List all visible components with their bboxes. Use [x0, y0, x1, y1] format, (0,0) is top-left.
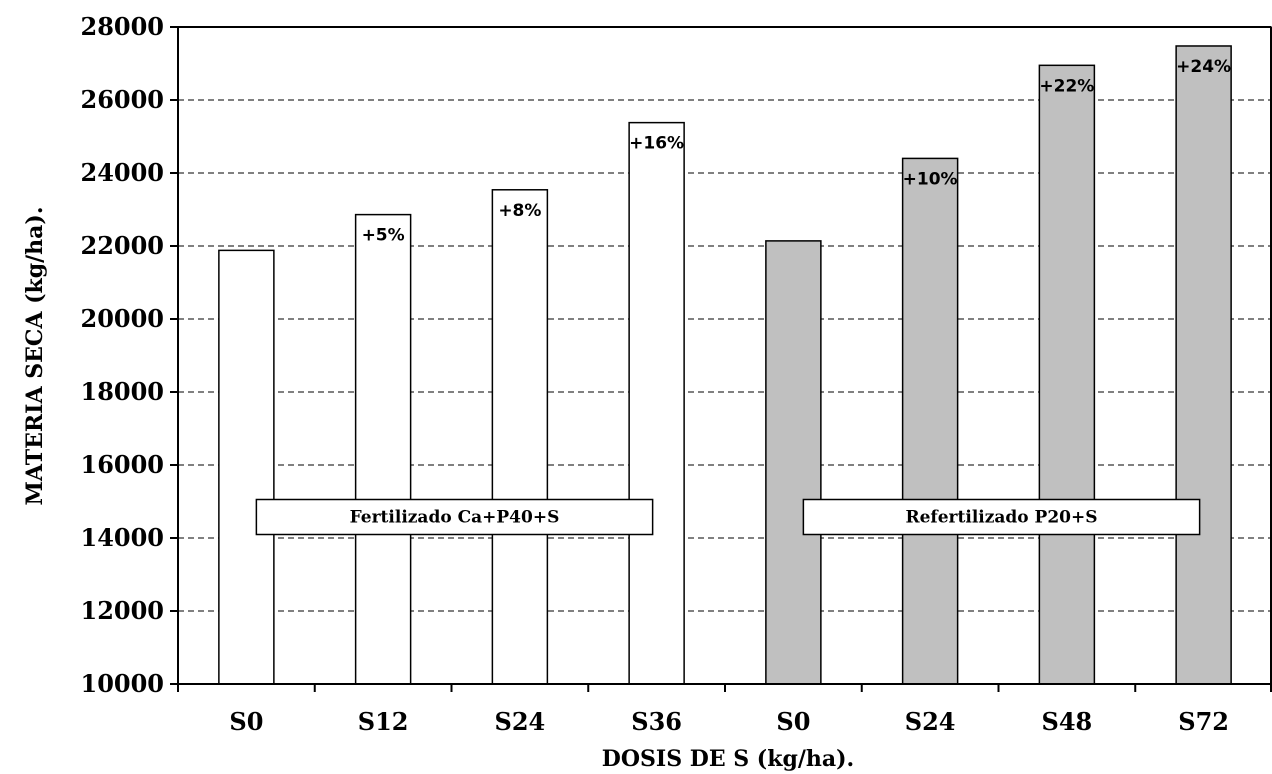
bar-data-label: +10% — [903, 169, 958, 189]
bar — [1038, 64, 1096, 685]
y-tick-label: 26000 — [81, 85, 165, 114]
group-label-box — [802, 498, 1201, 536]
x-tick-label: S12 — [358, 707, 409, 736]
y-tick-label: 28000 — [81, 12, 165, 41]
y-tick-label: 10000 — [81, 669, 165, 698]
group-labels: Fertilizado Ca+P40+S Refertilizado P20+S — [255, 498, 1201, 536]
bar — [354, 213, 412, 685]
x-tick-label: S0 — [229, 707, 263, 736]
y-tick-label: 14000 — [81, 523, 165, 552]
y-axis-title: MATERIA SECA (kg/ha). — [22, 207, 48, 506]
bar — [1175, 45, 1232, 685]
group-label-box — [255, 498, 654, 536]
y-tick-label: 12000 — [81, 596, 165, 625]
x-tick-label: S0 — [776, 707, 810, 736]
bar-data-label: +8% — [498, 201, 541, 221]
y-tick-label: 18000 — [81, 377, 165, 406]
x-tick-label: S24 — [905, 707, 956, 736]
bar — [901, 157, 959, 685]
y-tick-label: 22000 — [81, 231, 165, 260]
bar-data-label: +5% — [362, 226, 405, 246]
x-tick-label: S48 — [1042, 707, 1093, 736]
axes: 10000 12000 14000 16000 18000 20000 22000 24000… — [81, 12, 1272, 736]
y-tick-label: 20000 — [81, 304, 165, 333]
bar — [491, 189, 549, 685]
bars — [218, 45, 1232, 685]
bar — [765, 240, 822, 685]
x-tick-label: S24 — [495, 707, 546, 736]
y-tick-label: 24000 — [81, 158, 165, 187]
bar-data-label: +22% — [1039, 76, 1094, 96]
group-label: Refertilizado P20+S — [905, 508, 1097, 528]
bar — [628, 121, 685, 685]
bar — [218, 249, 275, 685]
bar-data-label: +16% — [629, 134, 684, 154]
y-tick-label: 16000 — [81, 450, 165, 479]
x-tick-label: S72 — [1178, 707, 1229, 736]
x-axis-title: DOSIS DE S (kg/ha). — [602, 746, 854, 772]
bar-data-label: +24% — [1176, 57, 1231, 77]
bar-labels: +5% +8% +16% +10% +22% +24% — [362, 57, 1232, 246]
x-tick-label: S36 — [631, 707, 682, 736]
group-label: Fertilizado Ca+P40+S — [350, 508, 560, 528]
